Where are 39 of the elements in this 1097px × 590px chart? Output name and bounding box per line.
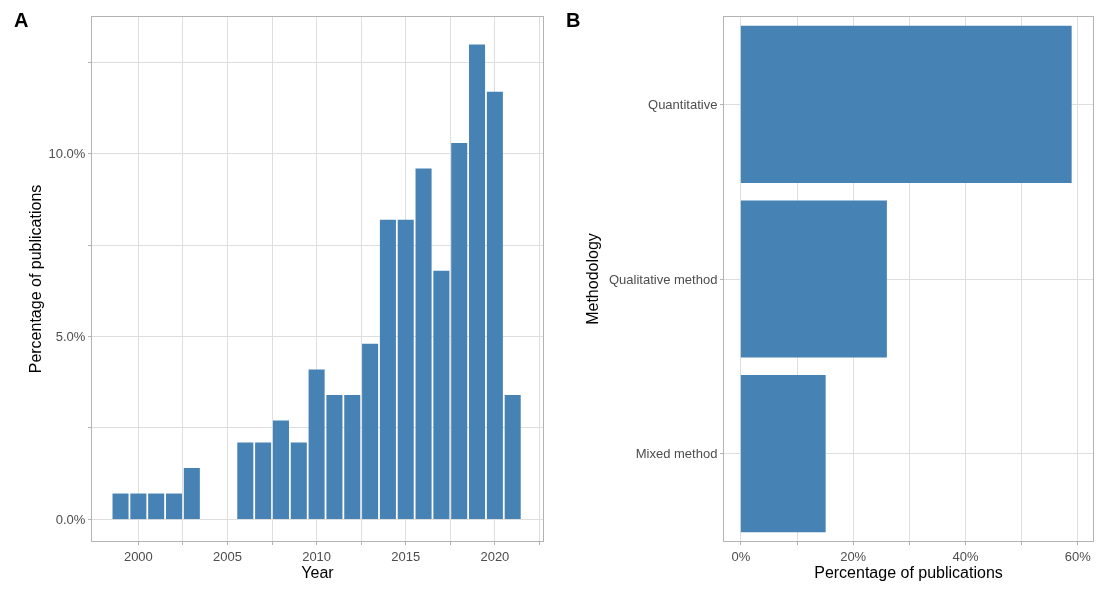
x-tick-label: 2000 bbox=[123, 548, 153, 564]
chart-title: A bbox=[14, 9, 29, 31]
y-tick-label: Qualitative method bbox=[608, 271, 718, 287]
x-axis-title: Percentage of publications bbox=[814, 563, 1003, 581]
bar bbox=[183, 467, 200, 520]
bar bbox=[165, 493, 183, 520]
x-tick-label: 60% bbox=[1064, 548, 1092, 564]
bar bbox=[486, 91, 503, 520]
x-tick-label: 2015 bbox=[391, 548, 421, 564]
y-axis-title: Percentage of publications bbox=[27, 184, 45, 374]
chart-title: B bbox=[566, 9, 581, 31]
x-axis-title: Year bbox=[301, 563, 335, 581]
bar bbox=[362, 343, 379, 520]
x-tick-label: 2010 bbox=[302, 548, 332, 564]
bar bbox=[237, 442, 254, 520]
bar bbox=[379, 219, 396, 520]
bar bbox=[397, 219, 414, 520]
y-tick-label: 5.0% bbox=[55, 329, 86, 345]
bar bbox=[469, 44, 486, 520]
x-tick-label: 2020 bbox=[480, 548, 510, 564]
y-tick-label: 0.0% bbox=[55, 511, 86, 527]
bar bbox=[148, 493, 165, 520]
y-axis-title: Methodology bbox=[583, 233, 601, 325]
y-tick-label: Quantitative bbox=[648, 96, 718, 112]
y-tick-label: Mixed method bbox=[635, 446, 718, 462]
x-tick-label: 20% bbox=[840, 548, 867, 564]
bar bbox=[740, 375, 826, 533]
bar bbox=[272, 420, 289, 520]
x-tick-label: 40% bbox=[952, 548, 979, 564]
bar bbox=[344, 394, 361, 520]
bar bbox=[740, 200, 887, 358]
bar bbox=[740, 25, 1072, 183]
x-tick-label: 0% bbox=[731, 548, 751, 564]
bar bbox=[451, 142, 468, 520]
bar bbox=[255, 442, 272, 520]
bar bbox=[290, 442, 307, 520]
bar bbox=[504, 394, 521, 520]
x-tick-label: 2005 bbox=[213, 548, 242, 564]
y-tick-label: 10.0% bbox=[48, 146, 86, 162]
